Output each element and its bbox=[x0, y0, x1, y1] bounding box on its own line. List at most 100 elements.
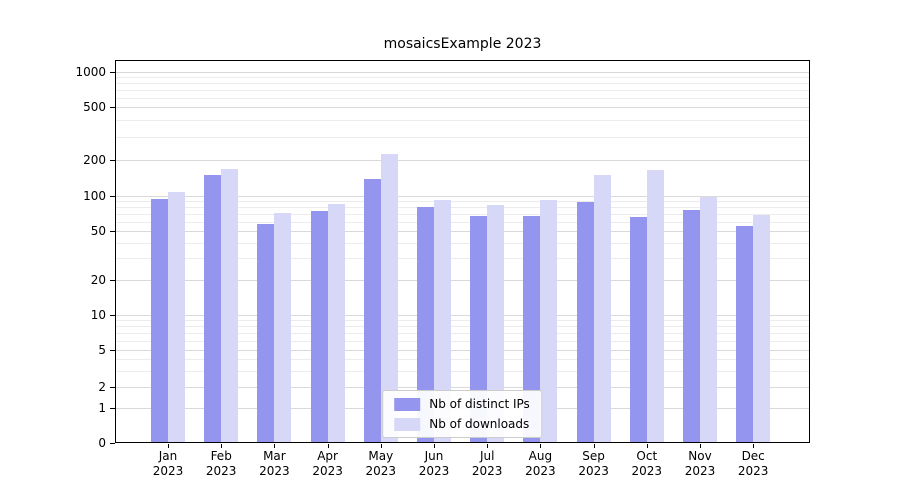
bar-downloads bbox=[753, 215, 771, 442]
x-tick-label: Feb 2023 bbox=[205, 449, 237, 478]
gridline-minor bbox=[116, 77, 809, 79]
bar-distinct-ips bbox=[736, 226, 754, 442]
bar-distinct-ips bbox=[576, 202, 594, 442]
bar-downloads bbox=[700, 197, 717, 442]
gridline-minor bbox=[116, 207, 809, 209]
x-tick-mark bbox=[168, 444, 169, 448]
x-tick-mark bbox=[434, 444, 435, 448]
y-tick-mark bbox=[110, 107, 115, 108]
gridline-major bbox=[116, 72, 809, 73]
gridline-minor bbox=[116, 359, 809, 360]
y-tick-mark bbox=[110, 196, 115, 197]
y-tick-label: 5 bbox=[98, 343, 106, 357]
gridline-minor bbox=[116, 258, 809, 260]
gridline-major bbox=[116, 280, 809, 281]
y-tick-mark bbox=[110, 408, 115, 409]
legend-item-distinct-ips: Nb of distinct IPs bbox=[394, 397, 530, 411]
gridline-major bbox=[116, 160, 809, 161]
y-tick-mark bbox=[110, 350, 115, 351]
gridline-major bbox=[116, 350, 809, 351]
y-tick-mark bbox=[110, 315, 115, 316]
bar-distinct-ips bbox=[310, 211, 328, 442]
y-tick-label: 500 bbox=[83, 100, 106, 114]
y-tick-mark bbox=[110, 443, 115, 444]
bar-distinct-ips bbox=[363, 178, 381, 442]
x-tick-label: Aug 2023 bbox=[525, 449, 556, 478]
x-tick-label: Jul 2023 bbox=[471, 449, 503, 478]
gridline-minor bbox=[116, 242, 809, 244]
y-tick-label: 20 bbox=[90, 273, 106, 287]
gridline-major bbox=[116, 107, 809, 108]
x-tick-label: Mar 2023 bbox=[259, 449, 290, 478]
y-tick-label: 50 bbox=[90, 224, 106, 238]
x-tick-mark bbox=[593, 444, 595, 448]
legend-label-distinct-ips: Nb of distinct IPs bbox=[429, 397, 530, 411]
y-tick-label: 1 bbox=[98, 401, 106, 415]
gridline-minor bbox=[116, 90, 809, 91]
y-tick-mark bbox=[110, 231, 115, 232]
bar-downloads bbox=[487, 204, 505, 442]
x-tick-mark bbox=[487, 444, 489, 448]
legend: Nb of distinct IPs Nb of downloads bbox=[382, 390, 542, 438]
gridline-minor bbox=[116, 83, 809, 85]
bar-downloads bbox=[593, 174, 611, 442]
x-tick-label: Dec 2023 bbox=[737, 449, 769, 478]
bar-distinct-ips bbox=[683, 209, 700, 442]
bar-distinct-ips bbox=[204, 174, 222, 442]
x-tick-mark bbox=[540, 444, 542, 448]
y-tick-mark bbox=[110, 280, 115, 281]
bar-distinct-ips bbox=[417, 207, 434, 442]
x-tick-label: Jun 2023 bbox=[418, 449, 450, 478]
x-tick-mark bbox=[753, 444, 755, 448]
bar-distinct-ips bbox=[470, 216, 488, 442]
legend-item-downloads: Nb of downloads bbox=[394, 417, 530, 431]
x-tick-mark bbox=[221, 444, 223, 448]
gridline-minor bbox=[116, 214, 809, 215]
x-tick-label: Sep 2023 bbox=[578, 449, 609, 478]
gridline-minor bbox=[116, 221, 809, 223]
y-tick-label: 0 bbox=[98, 436, 106, 450]
bar-downloads bbox=[380, 154, 398, 442]
x-tick-label: Oct 2023 bbox=[631, 449, 663, 478]
x-tick-mark bbox=[327, 444, 329, 448]
y-tick-label: 2 bbox=[98, 380, 106, 394]
y-tick-label: 1000 bbox=[75, 65, 106, 79]
gridline-minor bbox=[116, 119, 809, 121]
y-tick-mark bbox=[110, 160, 115, 161]
bar-distinct-ips bbox=[257, 223, 275, 442]
gridline-minor bbox=[116, 136, 809, 138]
bar-downloads bbox=[434, 199, 451, 442]
bar-downloads bbox=[540, 199, 558, 442]
x-tick-label: Apr 2023 bbox=[312, 449, 343, 478]
gridline-minor bbox=[116, 201, 809, 203]
gridline-minor bbox=[116, 326, 809, 328]
y-tick-mark bbox=[110, 72, 115, 73]
bar-distinct-ips bbox=[151, 198, 168, 442]
y-tick-label: 100 bbox=[83, 189, 106, 203]
plot-area bbox=[115, 60, 810, 443]
bar-downloads bbox=[646, 169, 664, 442]
y-tick-mark bbox=[110, 387, 115, 388]
chart-title: mosaicsExample 2023 bbox=[383, 36, 542, 52]
y-tick-label: 10 bbox=[90, 308, 106, 322]
x-tick-mark bbox=[646, 444, 648, 448]
bar-downloads bbox=[168, 192, 185, 442]
gridline-major bbox=[116, 387, 809, 388]
y-tick-label: 200 bbox=[83, 153, 106, 167]
gridline-minor bbox=[116, 320, 809, 322]
bar-distinct-ips bbox=[629, 216, 647, 442]
gridline-major bbox=[116, 231, 809, 232]
gridline-minor bbox=[116, 340, 809, 342]
gridline-minor bbox=[116, 333, 809, 334]
gridline-minor bbox=[116, 370, 809, 372]
legend-swatch-distinct-ips bbox=[394, 397, 421, 411]
bar-downloads bbox=[274, 212, 292, 442]
x-tick-mark bbox=[380, 444, 382, 448]
legend-swatch-downloads bbox=[394, 417, 421, 431]
gridline-major bbox=[116, 315, 809, 316]
bar-downloads bbox=[221, 169, 239, 442]
x-tick-mark bbox=[274, 444, 276, 448]
x-tick-mark bbox=[700, 444, 701, 448]
gridline-major bbox=[116, 196, 809, 197]
